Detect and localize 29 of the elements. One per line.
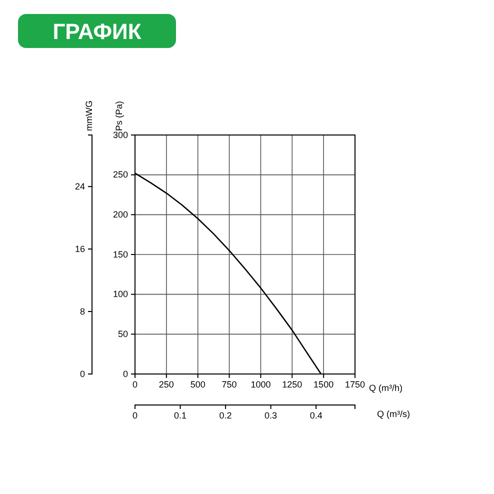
y-tick-label: 200 [112, 210, 128, 220]
chart-title: ГРАФИК [52, 19, 142, 44]
x2-tick-label: 0 [132, 410, 138, 420]
y2-tick-label: 24 [74, 181, 85, 192]
x-tick-label: 1500 [314, 379, 334, 390]
x-tick-label: 250 [158, 379, 174, 390]
y2-tick-label: 16 [74, 244, 85, 254]
y-axis-title: Ps (Pa) [114, 100, 124, 131]
x2-tick-label: 0.1 [174, 410, 187, 420]
x2-tick-label: 0.3 [264, 410, 278, 420]
y2-axis-title: mmWG [84, 100, 94, 131]
x2-tick-label: 0.4 [310, 410, 322, 420]
x2-axis-title: Q (m³/s) [377, 409, 410, 419]
y-tick-label: 250 [112, 170, 128, 180]
y-tick-label: 300 [112, 130, 128, 140]
x2-tick-label: 0.2 [219, 410, 232, 420]
y2-tick-label: 0 [80, 368, 85, 379]
x-tick-label: 1250 [282, 379, 302, 390]
x-tick-label: 1000 [250, 379, 271, 390]
y-tick-label: 50 [118, 329, 128, 340]
y-tick-label: 0 [122, 368, 128, 379]
x-tick-label: 0 [132, 379, 138, 390]
x-tick-label: 500 [190, 379, 206, 390]
x-axis-title: Q (m³/h) [369, 383, 402, 393]
y-tick-label: 150 [112, 249, 128, 260]
y2-tick-label: 8 [80, 306, 85, 316]
y-tick-label: 100 [112, 289, 128, 300]
x-tick-label: 750 [222, 379, 237, 390]
x-tick-label: 1750 [344, 379, 366, 390]
